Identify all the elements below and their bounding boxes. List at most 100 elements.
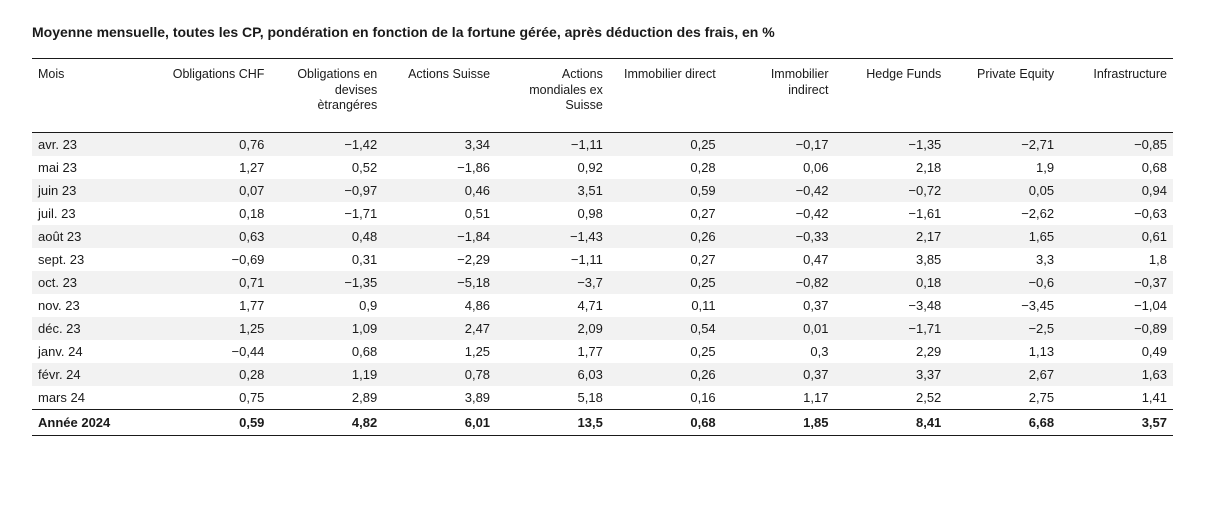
- table-total-cell: 0,59: [158, 409, 271, 435]
- table-cell: −0,82: [722, 271, 835, 294]
- table-cell: 3,3: [947, 248, 1060, 271]
- table-cell: 0,37: [722, 294, 835, 317]
- table-total-cell: 1,85: [722, 409, 835, 435]
- table-cell: −0,69: [158, 248, 271, 271]
- table-cell: août 23: [32, 225, 158, 248]
- table-cell: −1,71: [834, 317, 947, 340]
- table-cell: 0,27: [609, 202, 722, 225]
- table-cell: 1,17: [722, 386, 835, 410]
- table-cell: −0,33: [722, 225, 835, 248]
- data-table: MoisObligations CHFObligations en devise…: [32, 58, 1173, 436]
- table-cell: 0,06: [722, 156, 835, 179]
- table-total-cell: 3,57: [1060, 409, 1173, 435]
- table-row: janv. 24−0,440,681,251,770,250,32,291,13…: [32, 340, 1173, 363]
- table-cell: 0,18: [158, 202, 271, 225]
- table-total-cell: 13,5: [496, 409, 609, 435]
- table-cell: 0,26: [609, 225, 722, 248]
- column-header-actCH: Actions Suisse: [383, 59, 496, 133]
- table-cell: −0,17: [722, 132, 835, 156]
- table-cell: mai 23: [32, 156, 158, 179]
- table-cell: 0,46: [383, 179, 496, 202]
- table-cell: 2,75: [947, 386, 1060, 410]
- table-cell: 0,75: [158, 386, 271, 410]
- table-cell: −0,72: [834, 179, 947, 202]
- table-cell: 4,86: [383, 294, 496, 317]
- table-cell: 0,26: [609, 363, 722, 386]
- table-cell: 0,16: [609, 386, 722, 410]
- table-cell: nov. 23: [32, 294, 158, 317]
- table-cell: 0,01: [722, 317, 835, 340]
- table-cell: 0,49: [1060, 340, 1173, 363]
- column-header-infra: Infrastructure: [1060, 59, 1173, 133]
- table-row: nov. 231,770,94,864,710,110,37−3,48−3,45…: [32, 294, 1173, 317]
- table-cell: 1,65: [947, 225, 1060, 248]
- table-cell: 1,27: [158, 156, 271, 179]
- table-cell: 2,89: [270, 386, 383, 410]
- table-cell: 1,13: [947, 340, 1060, 363]
- table-total-cell: 0,68: [609, 409, 722, 435]
- column-header-immInd: Immobilier indirect: [722, 59, 835, 133]
- table-cell: −0,6: [947, 271, 1060, 294]
- column-header-immDir: Immobilier direct: [609, 59, 722, 133]
- table-cell: −0,89: [1060, 317, 1173, 340]
- table-cell: −0,63: [1060, 202, 1173, 225]
- table-row: août 230,630,48−1,84−1,430,26−0,332,171,…: [32, 225, 1173, 248]
- table-cell: −0,85: [1060, 132, 1173, 156]
- table-cell: 0,98: [496, 202, 609, 225]
- table-cell: 0,3: [722, 340, 835, 363]
- table-cell: 2,47: [383, 317, 496, 340]
- table-cell: −0,42: [722, 202, 835, 225]
- table-cell: 3,51: [496, 179, 609, 202]
- table-row: févr. 240,281,190,786,030,260,373,372,67…: [32, 363, 1173, 386]
- table-cell: 0,37: [722, 363, 835, 386]
- table-cell: 0,25: [609, 271, 722, 294]
- page-title: Moyenne mensuelle, toutes les CP, pondér…: [32, 24, 1173, 40]
- table-cell: −3,7: [496, 271, 609, 294]
- table-cell: 0,25: [609, 132, 722, 156]
- table-cell: 0,92: [496, 156, 609, 179]
- table-cell: −1,04: [1060, 294, 1173, 317]
- table-cell: 6,03: [496, 363, 609, 386]
- table-total-cell: 6,01: [383, 409, 496, 435]
- table-cell: −1,35: [270, 271, 383, 294]
- table-cell: 0,47: [722, 248, 835, 271]
- table-cell: 3,89: [383, 386, 496, 410]
- table-cell: −3,45: [947, 294, 1060, 317]
- table-cell: 1,25: [383, 340, 496, 363]
- table-cell: 1,25: [158, 317, 271, 340]
- table-cell: 0,28: [609, 156, 722, 179]
- table-cell: 1,19: [270, 363, 383, 386]
- table-row: oct. 230,71−1,35−5,18−3,70,25−0,820,18−0…: [32, 271, 1173, 294]
- table-cell: −2,71: [947, 132, 1060, 156]
- table-cell: −1,43: [496, 225, 609, 248]
- table-cell: 2,29: [834, 340, 947, 363]
- table-cell: 0,51: [383, 202, 496, 225]
- table-cell: −0,42: [722, 179, 835, 202]
- table-cell: −1,71: [270, 202, 383, 225]
- table-cell: 0,28: [158, 363, 271, 386]
- table-total-cell: 6,68: [947, 409, 1060, 435]
- table-cell: −2,5: [947, 317, 1060, 340]
- table-cell: 0,18: [834, 271, 947, 294]
- table-cell: 0,31: [270, 248, 383, 271]
- table-cell: 3,34: [383, 132, 496, 156]
- table-cell: −1,42: [270, 132, 383, 156]
- table-cell: 0,61: [1060, 225, 1173, 248]
- table-cell: 1,9: [947, 156, 1060, 179]
- table-header: MoisObligations CHFObligations en devise…: [32, 59, 1173, 133]
- table-cell: 0,05: [947, 179, 1060, 202]
- table-cell: −1,61: [834, 202, 947, 225]
- table-cell: 0,52: [270, 156, 383, 179]
- table-cell: 0,48: [270, 225, 383, 248]
- table-cell: 0,68: [270, 340, 383, 363]
- table-total-row: Année 20240,594,826,0113,50,681,858,416,…: [32, 409, 1173, 435]
- table-cell: 0,27: [609, 248, 722, 271]
- table-cell: oct. 23: [32, 271, 158, 294]
- table-total-cell: 4,82: [270, 409, 383, 435]
- table-cell: 0,07: [158, 179, 271, 202]
- table-cell: −1,84: [383, 225, 496, 248]
- table-total-cell: 8,41: [834, 409, 947, 435]
- table-row: sept. 23−0,690,31−2,29−1,110,270,473,853…: [32, 248, 1173, 271]
- table-cell: 2,67: [947, 363, 1060, 386]
- table-row: juin 230,07−0,970,463,510,59−0,42−0,720,…: [32, 179, 1173, 202]
